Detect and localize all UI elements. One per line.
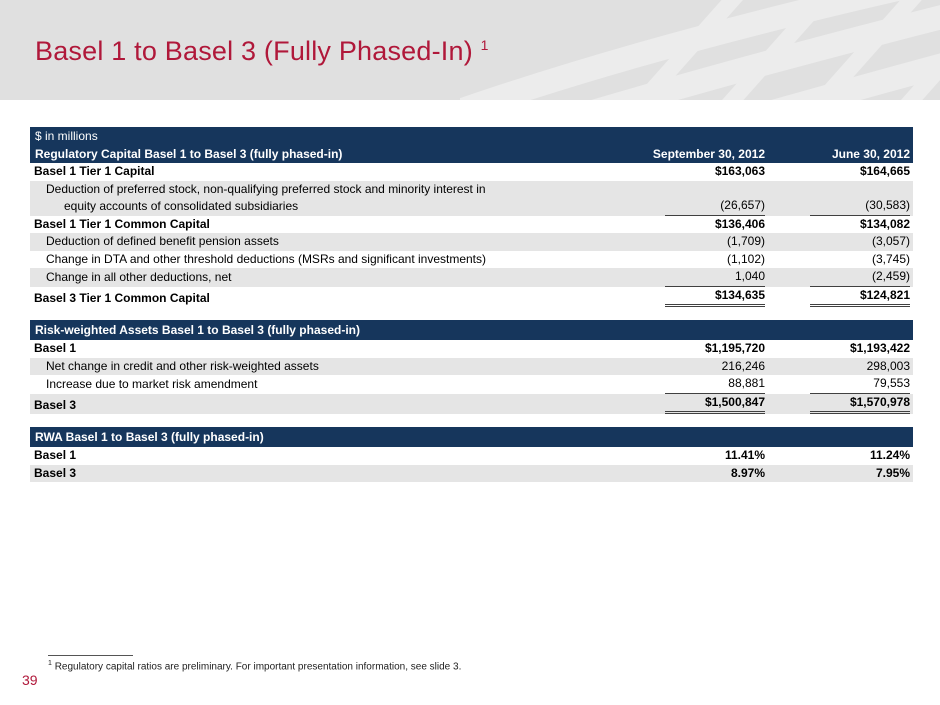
value-sep-30-2012: $163,063 xyxy=(714,164,765,178)
value-jun-30-2012: 298,003 xyxy=(866,358,910,373)
table-row: Change in all other deductions, net 1,040… xyxy=(30,268,913,287)
table-row: Basel 3 Tier 1 Common Capital $134,635 $12… xyxy=(30,287,913,307)
slide-title: Basel 1 to Basel 3 (Fully Phased-In) 1 xyxy=(35,36,489,67)
slide-title-text: Basel 1 to Basel 3 (Fully Phased-In) xyxy=(35,36,473,66)
col-header-september: September 30, 2012 xyxy=(652,147,765,161)
value-sep-30-2012: 216,246 xyxy=(721,358,765,373)
footnote-divider xyxy=(48,655,133,656)
value-sep-30-2012: (26,657) xyxy=(620,197,765,216)
table-row: Basel 3 8.97% 7.95% xyxy=(30,464,913,482)
table-row: Increase due to market risk amendment 88,… xyxy=(30,375,913,394)
row-label: Basel 1 xyxy=(34,341,77,355)
page-number: 39 xyxy=(22,672,38,688)
row-label: Increase due to market risk amendment xyxy=(46,377,258,391)
flagscape-pattern-icon xyxy=(460,0,940,100)
capital-rows: Basel 1 Tier 1 Capital $163,063 $164,665 De… xyxy=(30,163,913,307)
row-label: Basel 3 Tier 1 Common Capital xyxy=(34,290,210,305)
value-jun-30-2012: $1,193,422 xyxy=(849,341,910,355)
value-sep-30-2012: $134,635 xyxy=(620,287,765,307)
row-label: Deduction of defined benefit pension ass… xyxy=(46,234,279,248)
ratio-rows: Basel 1 11.41% 11.24% Basel 3 8.97% 7.95% xyxy=(30,447,913,482)
row-label: Basel 1 Tier 1 Capital xyxy=(34,164,155,178)
table-row: Change in DTA and other threshold deduct… xyxy=(30,251,913,269)
row-label: Deduction of preferred stock, non-qualif… xyxy=(30,181,620,216)
rwa-section-header: Risk-weighted Assets Basel 1 to Basel 3 … xyxy=(30,320,913,340)
value-sep-30-2012: $1,195,720 xyxy=(704,341,765,355)
value-jun-30-2012: $1,570,978 xyxy=(765,394,913,414)
footnote: 1 Regulatory capital ratios are prelimin… xyxy=(48,660,461,672)
table-row: Basel 3 $1,500,847 $1,570,978 xyxy=(30,393,913,414)
row-label: Change in all other deductions, net xyxy=(46,270,232,284)
value-jun-30-2012: 11.24% xyxy=(869,448,910,462)
table-row: Basel 1 $1,195,720 $1,193,422 xyxy=(30,340,913,358)
value-sep-30-2012: 8.97% xyxy=(730,465,765,480)
header-band: Basel 1 to Basel 3 (Fully Phased-In) 1 xyxy=(0,0,940,100)
row-label-line1: Deduction of preferred stock, non-qualif… xyxy=(46,181,486,196)
value-jun-30-2012: $164,665 xyxy=(859,164,910,178)
footnote-text: Regulatory capital ratios are preliminar… xyxy=(54,661,462,673)
row-label-line2: equity accounts of consolidated subsidia… xyxy=(64,199,299,213)
table-row: Basel 1 Tier 1 Capital $163,063 $164,665 xyxy=(30,163,913,181)
row-label: Basel 1 Tier 1 Common Capital xyxy=(34,216,210,231)
table-row: Basel 1 11.41% 11.24% xyxy=(30,447,913,465)
value-jun-30-2012: $124,821 xyxy=(765,287,913,307)
table-row: Basel 1 Tier 1 Common Capital $136,406 $13… xyxy=(30,216,913,234)
table-row: Deduction of defined benefit pension ass… xyxy=(30,233,913,251)
value-sep-30-2012: (1,709) xyxy=(726,234,765,248)
capital-section-title: Regulatory Capital Basel 1 to Basel 3 (f… xyxy=(35,147,343,161)
row-label: Net change in credit and other risk-weig… xyxy=(46,358,319,373)
value-jun-30-2012: (3,057) xyxy=(871,234,910,248)
rwa-rows: Basel 1 $1,195,720 $1,193,422 Net change in… xyxy=(30,340,913,414)
capital-section-header: $ in millions Regulatory Capital Basel 1… xyxy=(30,127,913,163)
value-sep-30-2012: 11.41% xyxy=(724,448,765,462)
value-jun-30-2012: (2,459) xyxy=(765,268,913,287)
col-header-june: June 30, 2012 xyxy=(831,147,910,161)
ratio-section-header: RWA Basel 1 to Basel 3 (fully phased-in) xyxy=(30,427,913,447)
value-jun-30-2012: 7.95% xyxy=(875,465,910,480)
table-row: Deduction of preferred stock, non-qualif… xyxy=(30,180,913,216)
value-sep-30-2012: 1,040 xyxy=(620,268,765,287)
regulatory-capital-table: $ in millions Regulatory Capital Basel 1… xyxy=(30,127,913,482)
row-label: Basel 3 xyxy=(34,397,77,412)
column-header-row: Regulatory Capital Basel 1 to Basel 3 (f… xyxy=(30,145,913,163)
row-label: Basel 1 xyxy=(34,448,77,462)
value-jun-30-2012: (30,583) xyxy=(765,197,913,216)
value-sep-30-2012: 88,881 xyxy=(620,375,765,394)
value-jun-30-2012: (3,745) xyxy=(871,251,910,266)
value-sep-30-2012: $136,406 xyxy=(714,216,765,231)
row-label: Basel 3 xyxy=(34,465,77,480)
table-row: Net change in credit and other risk-weig… xyxy=(30,357,913,375)
footnote-ref: 1 xyxy=(48,660,52,667)
value-sep-30-2012: $1,500,847 xyxy=(620,394,765,414)
row-label: Change in DTA and other threshold deduct… xyxy=(46,251,487,266)
value-jun-30-2012: $134,082 xyxy=(859,216,910,231)
units-label: $ in millions xyxy=(35,129,98,143)
value-jun-30-2012: 79,553 xyxy=(765,375,913,394)
title-footnote-ref: 1 xyxy=(480,37,489,53)
value-sep-30-2012: (1,102) xyxy=(726,251,765,266)
